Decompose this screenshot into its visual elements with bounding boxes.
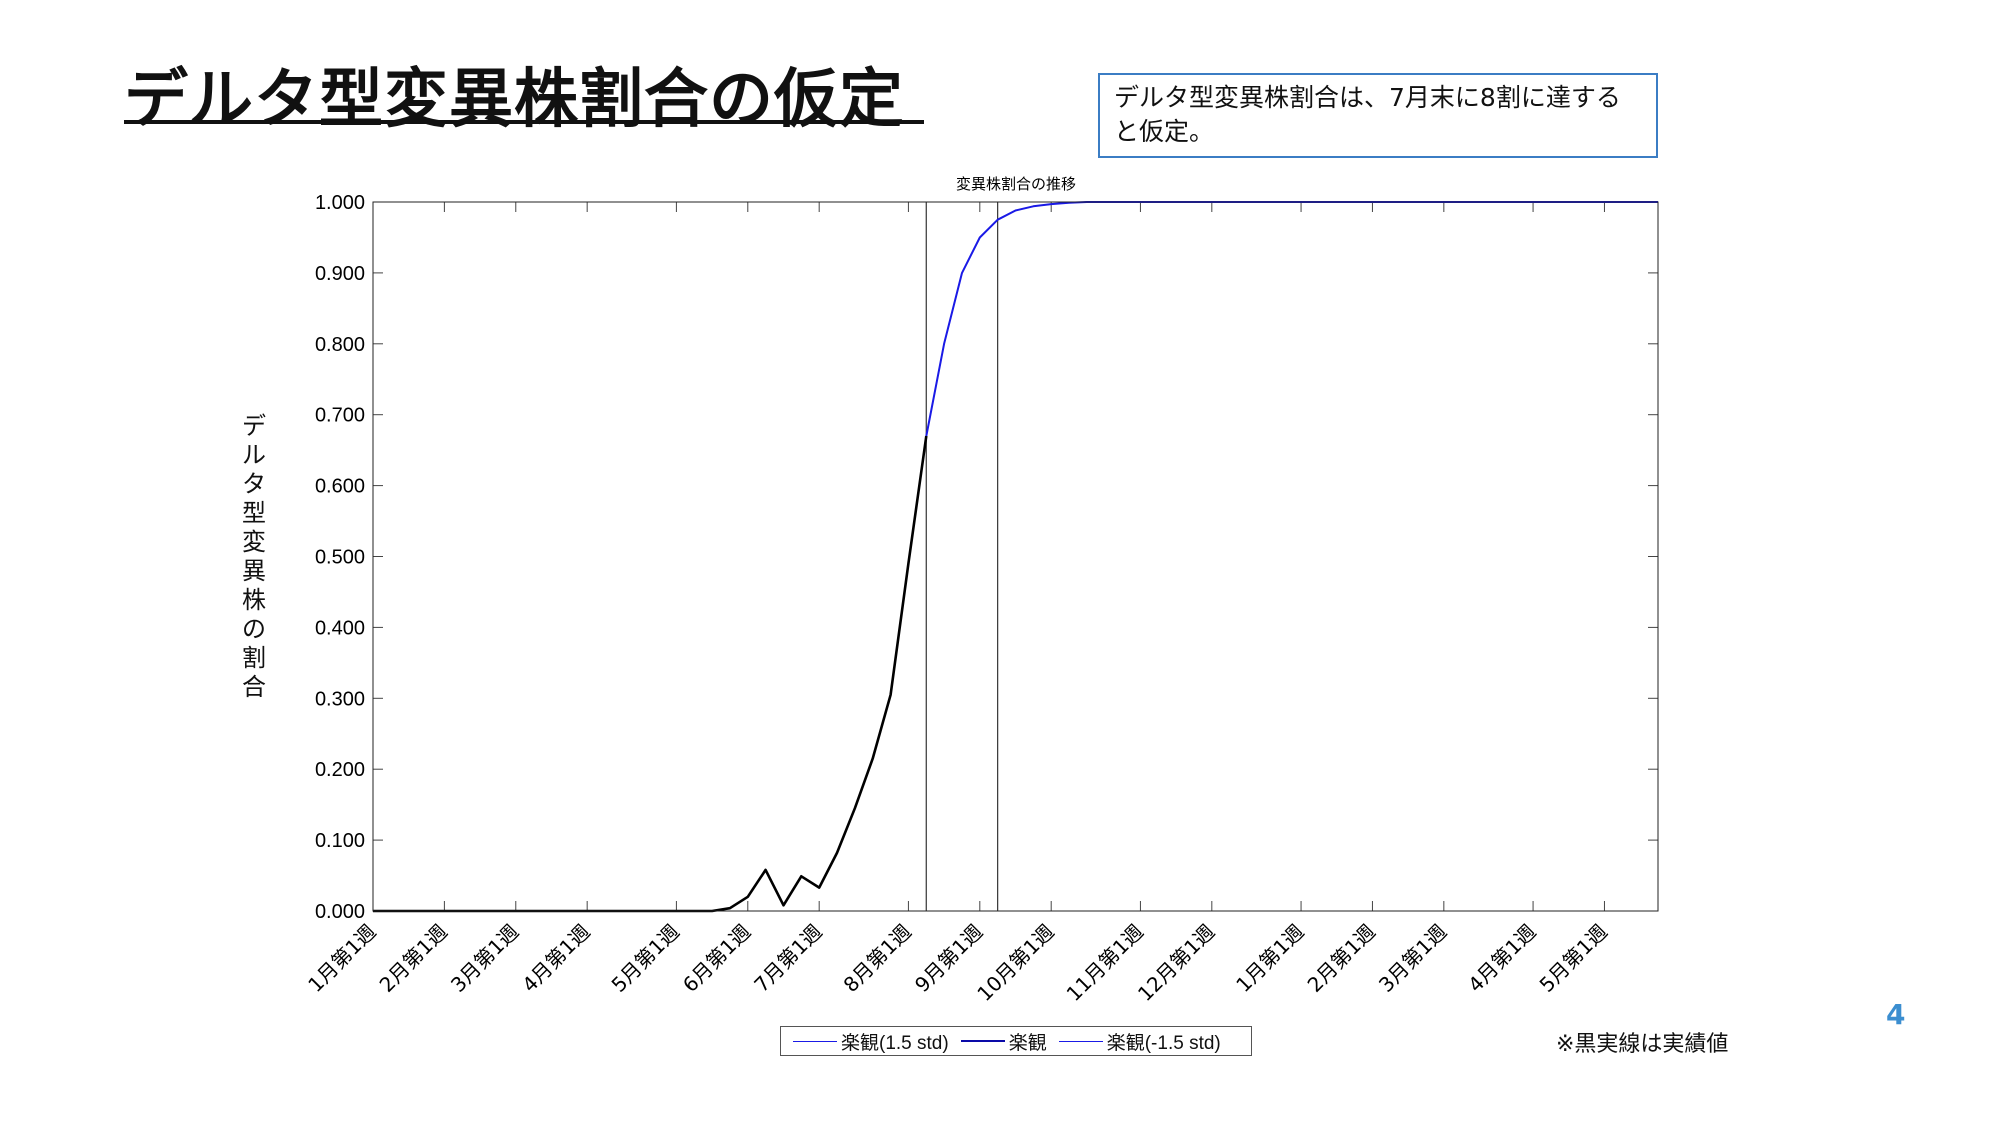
- y-label-char: 株: [242, 586, 266, 614]
- y-label-char: デ: [242, 412, 266, 440]
- y-tick-label: 0.200: [315, 759, 365, 781]
- y-label-char: の: [242, 615, 266, 643]
- series-forecast: [925, 201, 1658, 437]
- legend-label: 楽観: [1008, 1032, 1047, 1054]
- x-tick-label: 1月第1週: [303, 920, 380, 997]
- title-underline: [124, 120, 924, 124]
- x-tick-label: 2月第1週: [1303, 920, 1380, 997]
- chart-title: 変異株割合の推移: [956, 176, 1076, 193]
- y-tick-label: 0.000: [315, 901, 365, 923]
- axis-ticks: [372, 201, 1658, 912]
- series-forecast: [925, 201, 1658, 437]
- y-label-char: 変: [242, 528, 266, 556]
- y-tick-label: 0.300: [315, 688, 365, 710]
- y-label-char: 型: [242, 499, 266, 527]
- legend-line-thin-blue: [793, 1040, 837, 1042]
- legend: 楽観(1.5 std) 楽観 楽観(-1.5 std): [780, 1026, 1252, 1056]
- x-tick-label: 5月第1週: [1535, 920, 1612, 997]
- y-tick-label: 0.800: [315, 334, 365, 356]
- y-tick-labels: 0.000 0.100 0.200 0.300 0.400 0.500 0.600 0.700…: [315, 192, 365, 923]
- y-tick-label: 0.400: [315, 617, 365, 639]
- y-tick-label: 0.600: [315, 476, 365, 498]
- x-tick-label: 1月第1週: [1231, 920, 1308, 997]
- legend-item-optimistic-plus: 楽観(1.5 std): [793, 1028, 949, 1055]
- y-axis-label: デルタ型変異株の割合: [242, 412, 266, 701]
- footnote: ※黒実線は実績値: [1556, 1032, 1729, 1057]
- legend-label: 楽観(-1.5 std): [1106, 1032, 1221, 1054]
- y-label-char: タ: [242, 470, 266, 498]
- x-tick-label: 8月第1週: [839, 920, 916, 997]
- series-actual: [373, 435, 928, 913]
- y-tick-label: 1.000: [315, 192, 365, 214]
- x-tick-label: 4月第1週: [517, 920, 594, 997]
- x-tick-label: 11月第1週: [1062, 920, 1148, 1006]
- x-tick-label: 3月第1週: [446, 920, 523, 997]
- legend-item-optimistic: 楽観: [960, 1028, 1047, 1055]
- legend-label: 楽観(1.5 std): [841, 1032, 949, 1054]
- legend-line-blue: [960, 1040, 1005, 1042]
- slide-title: デルタ型変異株割合の仮定: [124, 63, 904, 137]
- x-tick-label: 2月第1週: [375, 920, 452, 997]
- x-tick-label: 12月第1週: [1133, 920, 1219, 1006]
- legend-item-optimistic-minus: 楽観(-1.5 std): [1058, 1028, 1221, 1055]
- x-tick-label: 5月第1週: [607, 920, 684, 997]
- series-lines: [373, 201, 1658, 913]
- y-label-char: 異: [242, 557, 266, 585]
- reference-lines: [925, 202, 999, 911]
- x-tick-label: 4月第1週: [1463, 920, 1540, 997]
- assumption-note: デルタ型変異株割合は、7月末に8割に達すると仮定。: [1098, 73, 1658, 158]
- y-label-char: 合: [242, 673, 266, 701]
- plot-frame: [372, 201, 1659, 912]
- x-tick-label: 6月第1週: [678, 920, 755, 997]
- series-forecast: [925, 201, 1658, 437]
- y-tick-label: 0.100: [315, 830, 365, 852]
- x-tick-label: 10月第1週: [972, 920, 1058, 1006]
- y-tick-label: 0.500: [315, 547, 365, 569]
- page-number: 4: [1886, 998, 1906, 1031]
- y-label-char: ル: [242, 441, 266, 469]
- x-tick-label: 3月第1週: [1374, 920, 1451, 997]
- y-label-char: 割: [242, 644, 266, 672]
- y-tick-label: 0.900: [315, 263, 365, 285]
- y-tick-label: 0.700: [315, 405, 365, 427]
- legend-line-thin-blue: [1058, 1040, 1103, 1042]
- x-tick-label: 7月第1週: [749, 920, 826, 997]
